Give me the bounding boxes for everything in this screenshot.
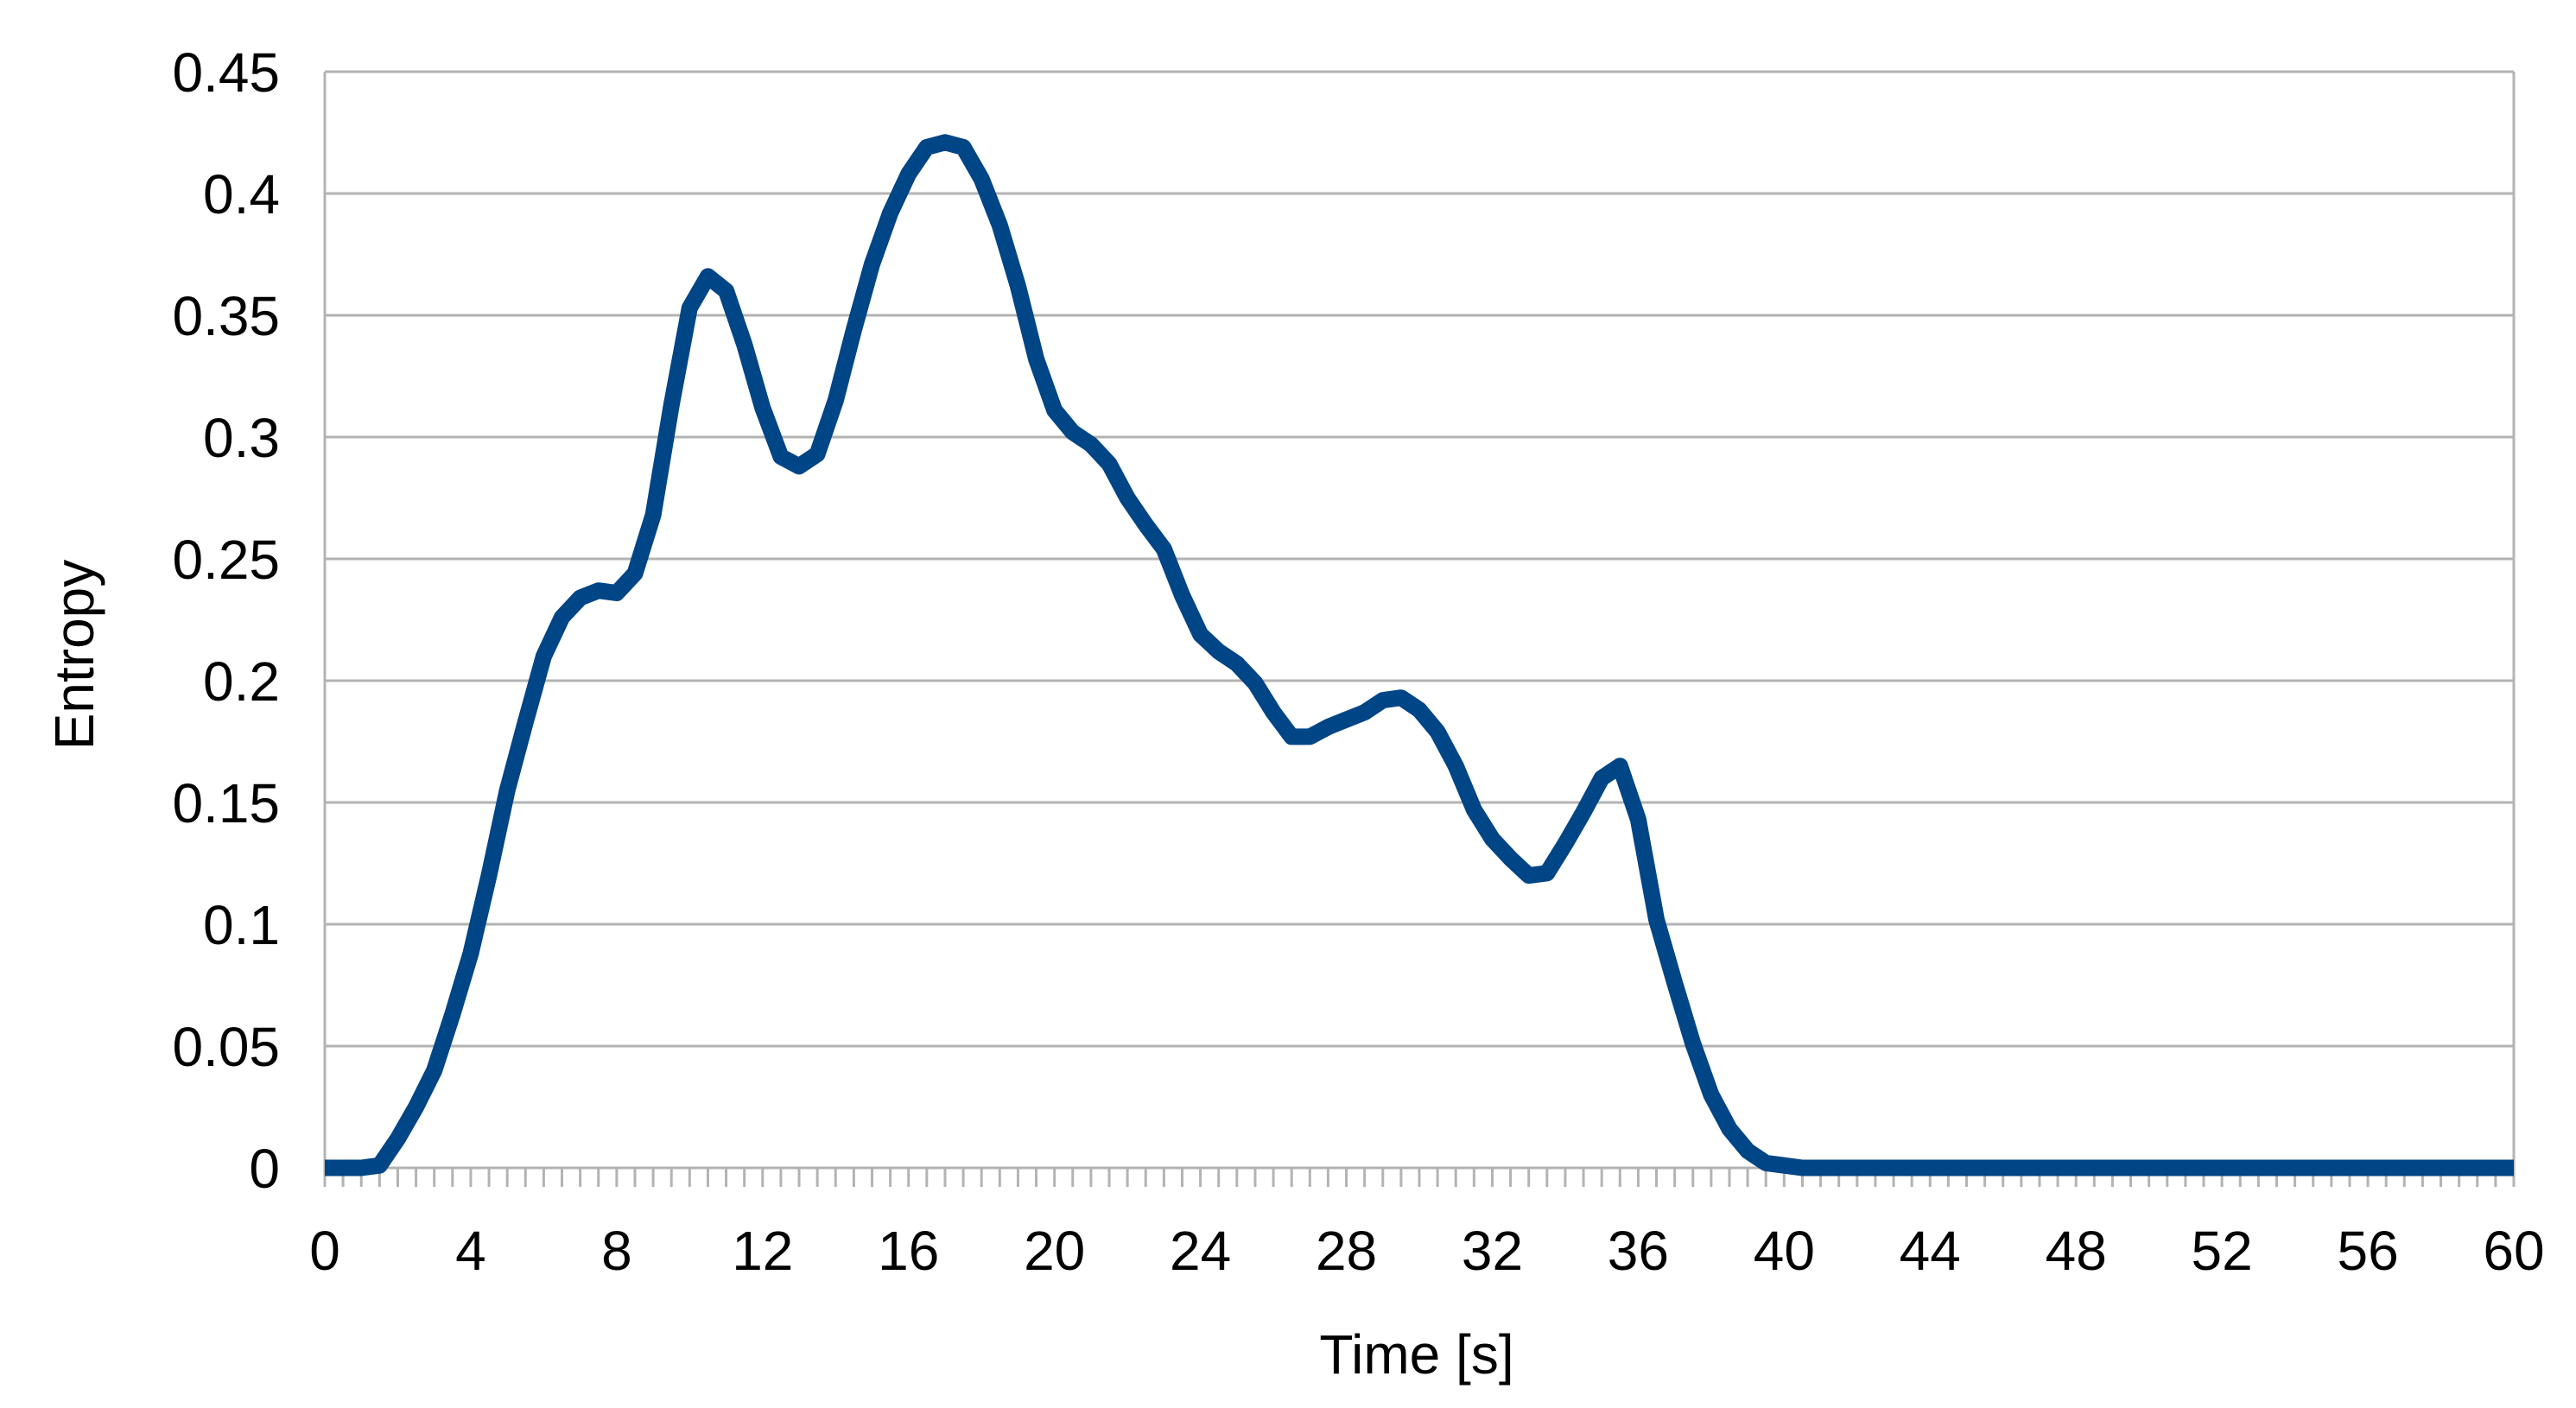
entropy-series-line: [325, 134, 2514, 1177]
y-tick-label: 0.15: [172, 772, 280, 834]
x-tick-label: 12: [732, 1220, 793, 1282]
y-tick-label: 0: [249, 1138, 280, 1200]
x-tick-label: 16: [878, 1220, 939, 1282]
x-tick-label: 8: [601, 1220, 632, 1282]
x-tick-label: 52: [2192, 1220, 2253, 1282]
x-axis-tick-labels: 0 4 8 12 16 20 24 28 32 36 40 44 48 52 56 60: [309, 1220, 2544, 1282]
x-tick-label: 24: [1170, 1220, 1231, 1282]
x-tick-label: 20: [1024, 1220, 1085, 1282]
x-tick-label: 56: [2337, 1220, 2398, 1282]
y-tick-label: 0.25: [172, 529, 280, 591]
y-tick-label: 0.45: [172, 41, 280, 104]
x-tick-label: 4: [455, 1220, 486, 1282]
x-tick-label: 36: [1608, 1220, 1669, 1282]
y-tick-label: 0.3: [203, 407, 280, 469]
y-tick-label: 0.1: [203, 894, 280, 956]
y-tick-label: 0.05: [172, 1016, 280, 1078]
y-axis-title: Entropy: [43, 560, 105, 751]
x-tick-label: 44: [1900, 1220, 1961, 1282]
x-axis-title: Time [s]: [1319, 1323, 1513, 1386]
y-tick-label: 0.4: [203, 163, 280, 225]
x-tick-label: 0: [309, 1220, 340, 1282]
x-tick-label: 28: [1316, 1220, 1377, 1282]
y-tick-label: 0.35: [172, 285, 280, 347]
x-tick-label: 32: [1462, 1220, 1523, 1282]
x-tick-label: 48: [2046, 1220, 2107, 1282]
y-axis-tick-labels: 0 0.05 0.1 0.15 0.2 0.25 0.3 0.35 0.4 0.45: [172, 41, 280, 1200]
series-layer: [325, 134, 2514, 1177]
x-tick-label: 60: [2483, 1220, 2544, 1282]
y-tick-label: 0.2: [203, 650, 280, 713]
x-tick-label: 40: [1754, 1220, 1815, 1282]
